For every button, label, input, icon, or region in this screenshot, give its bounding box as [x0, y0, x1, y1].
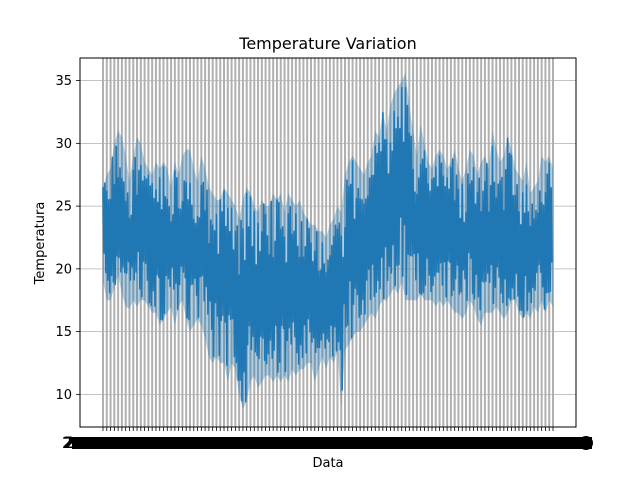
y-tick-label: 10	[55, 388, 72, 403]
x-tick-label-overlap: 2	[62, 433, 72, 452]
x-tick-label-overlap: 2	[63, 433, 73, 452]
temperature-series-band	[103, 73, 553, 410]
x-tick-label-overlap: 2	[63, 433, 73, 452]
y-axis-label: Temperatura	[33, 202, 48, 286]
y-tick-label: 20	[55, 262, 72, 277]
y-axis-ticks: 10 15 20 25 30 35	[55, 74, 80, 403]
x-axis-label: Data	[312, 456, 343, 471]
x-tick-label-overlap: 2	[64, 433, 74, 452]
x-tick-label-overlap: 2	[64, 433, 74, 452]
x-tick-labels-band	[72, 437, 592, 449]
x-tick-label-end-glyph	[579, 436, 593, 450]
x-tick-label-overlap: 2	[65, 433, 75, 452]
x-tick-label-overlap: 2	[66, 433, 76, 452]
x-axis-ticks	[102, 427, 554, 431]
data-line	[102, 73, 553, 410]
axes-frame	[79, 57, 577, 428]
temperature-series-line	[102, 86, 553, 403]
x-tick-label-overlap: 2	[65, 433, 75, 452]
y-tick-label: 15	[55, 325, 72, 340]
y-tick-label: 25	[55, 200, 72, 215]
y-tick-label: 35	[55, 74, 72, 89]
chart-title: Temperature Variation	[238, 34, 416, 53]
y-tick-label: 30	[55, 137, 72, 152]
